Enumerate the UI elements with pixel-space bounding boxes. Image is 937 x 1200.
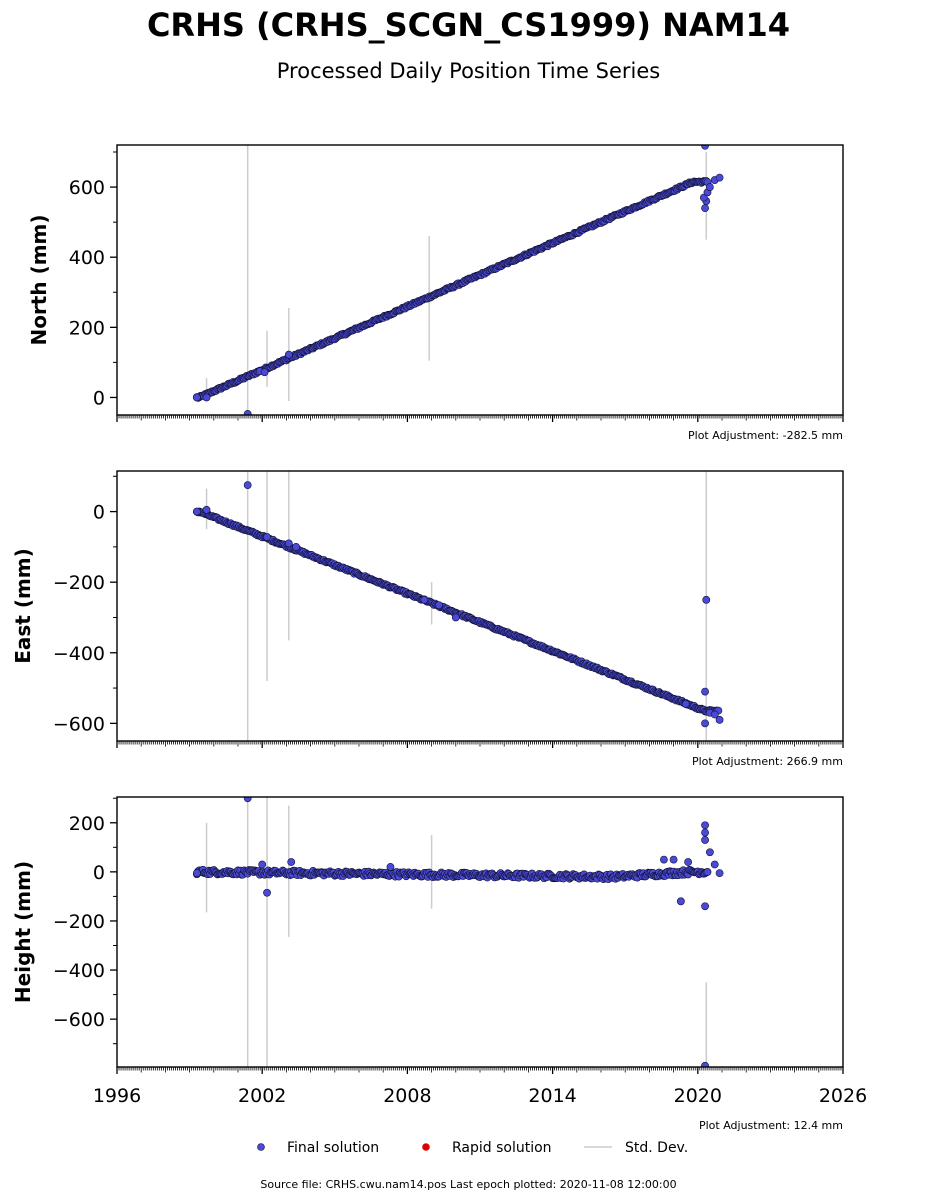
legend: Final solution Rapid solution Std. Dev. bbox=[257, 1140, 688, 1156]
east-plot-area bbox=[192, 471, 724, 741]
east-data-point bbox=[292, 542, 300, 551]
height-data-point bbox=[684, 858, 693, 866]
east-y-tick-label: 0 bbox=[93, 502, 105, 524]
height-data-point bbox=[701, 1061, 709, 1067]
east-axis-label: East (mm) bbox=[11, 548, 35, 664]
height-data-point bbox=[676, 897, 685, 906]
height-axis-label: Height (mm) bbox=[11, 861, 35, 1003]
height-data-point bbox=[192, 869, 201, 877]
east-panel: −600 −400 −200 0 bbox=[53, 470, 844, 748]
east-data-point bbox=[284, 539, 293, 548]
height-data-point bbox=[669, 855, 678, 864]
legend-std-dev-label: Std. Dev. bbox=[625, 1140, 688, 1156]
north-data-point bbox=[192, 393, 201, 402]
x-tick-label: 2008 bbox=[383, 1085, 431, 1107]
east-data-point bbox=[710, 710, 719, 719]
x-tick-label: 2002 bbox=[238, 1085, 286, 1107]
north-plot-adjustment: Plot Adjustment: -282.5 mm bbox=[688, 429, 843, 442]
x-axis-tick-labels: 1996 2002 2008 2014 2020 2026 bbox=[93, 1085, 867, 1107]
height-y-tick-label: −400 bbox=[53, 960, 105, 982]
height-y-tick-label: −200 bbox=[53, 911, 105, 933]
legend-rapid-marker bbox=[422, 1143, 430, 1151]
height-data-point bbox=[386, 863, 395, 871]
height-data-point bbox=[701, 821, 709, 830]
chart-subtitle: Processed Daily Position Time Series bbox=[277, 59, 661, 83]
height-data-point bbox=[701, 828, 709, 837]
height-data-point bbox=[715, 869, 724, 877]
height-y-tick-label: 200 bbox=[69, 813, 105, 835]
height-data-point bbox=[701, 836, 709, 844]
x-tick-label: 2026 bbox=[819, 1085, 867, 1107]
north-data-point bbox=[243, 410, 252, 415]
north-data-point bbox=[701, 204, 709, 213]
legend-final-marker bbox=[257, 1143, 265, 1151]
east-data-point bbox=[681, 700, 690, 708]
north-data-point bbox=[202, 393, 211, 402]
east-data-point bbox=[420, 595, 429, 604]
x-tick-label: 2014 bbox=[528, 1085, 576, 1107]
north-panel: 0 200 400 600 bbox=[69, 144, 844, 422]
height-data-point bbox=[243, 797, 252, 803]
height-data-point bbox=[287, 858, 296, 866]
x-tick-label: 1996 bbox=[93, 1085, 141, 1107]
legend-rapid-label: Rapid solution bbox=[452, 1140, 552, 1156]
east-data-point bbox=[701, 719, 709, 728]
east-y-tick-label: −200 bbox=[53, 572, 105, 594]
east-y-tick-label: −600 bbox=[53, 713, 105, 735]
north-plot-area bbox=[192, 145, 724, 415]
east-data-point bbox=[715, 715, 724, 724]
east-data-point bbox=[701, 687, 709, 696]
north-data-point bbox=[715, 173, 724, 182]
height-plot-area bbox=[192, 797, 724, 1067]
north-y-tick-label: 600 bbox=[69, 177, 105, 199]
height-data-point bbox=[701, 902, 709, 911]
north-data-point bbox=[260, 368, 269, 377]
north-y-tick-label: 200 bbox=[69, 317, 105, 339]
east-data-point bbox=[702, 595, 711, 604]
height-y-tick-label: −600 bbox=[53, 1009, 105, 1031]
north-y-tick-label: 400 bbox=[69, 247, 105, 269]
height-data-point bbox=[660, 855, 668, 864]
north-data-point bbox=[701, 145, 709, 150]
east-data-point bbox=[434, 601, 443, 610]
north-data-point bbox=[706, 183, 714, 191]
east-data-point bbox=[451, 613, 460, 622]
source-note: Source file: CRHS.cwu.nam14.pos Last epo… bbox=[260, 1178, 676, 1191]
height-panel: −600 −400 −200 0 200 bbox=[53, 796, 844, 1074]
height-data-point bbox=[703, 868, 712, 876]
east-data-point bbox=[243, 481, 252, 490]
east-plot-adjustment: Plot Adjustment: 266.9 mm bbox=[692, 755, 843, 768]
x-tick-label: 2020 bbox=[674, 1085, 722, 1107]
north-data-point bbox=[699, 193, 708, 202]
height-data-point bbox=[258, 860, 267, 869]
north-data-point bbox=[284, 350, 293, 359]
legend-final-label: Final solution bbox=[287, 1140, 379, 1156]
north-y-tick-label: 0 bbox=[93, 387, 105, 409]
east-data-point bbox=[202, 505, 211, 514]
height-y-tick-label: 0 bbox=[93, 862, 105, 884]
north-axis-label: North (mm) bbox=[27, 214, 51, 345]
height-data-point bbox=[706, 848, 714, 857]
chart-title: CRHS (CRHS_SCGN_CS1999) NAM14 bbox=[147, 6, 790, 44]
east-data-point bbox=[263, 533, 271, 541]
east-data-point bbox=[192, 507, 201, 516]
height-plot-adjustment: Plot Adjustment: 12.4 mm bbox=[699, 1119, 843, 1132]
height-data-point bbox=[710, 860, 719, 869]
height-data-point bbox=[263, 888, 271, 897]
east-y-tick-label: −400 bbox=[53, 643, 105, 665]
